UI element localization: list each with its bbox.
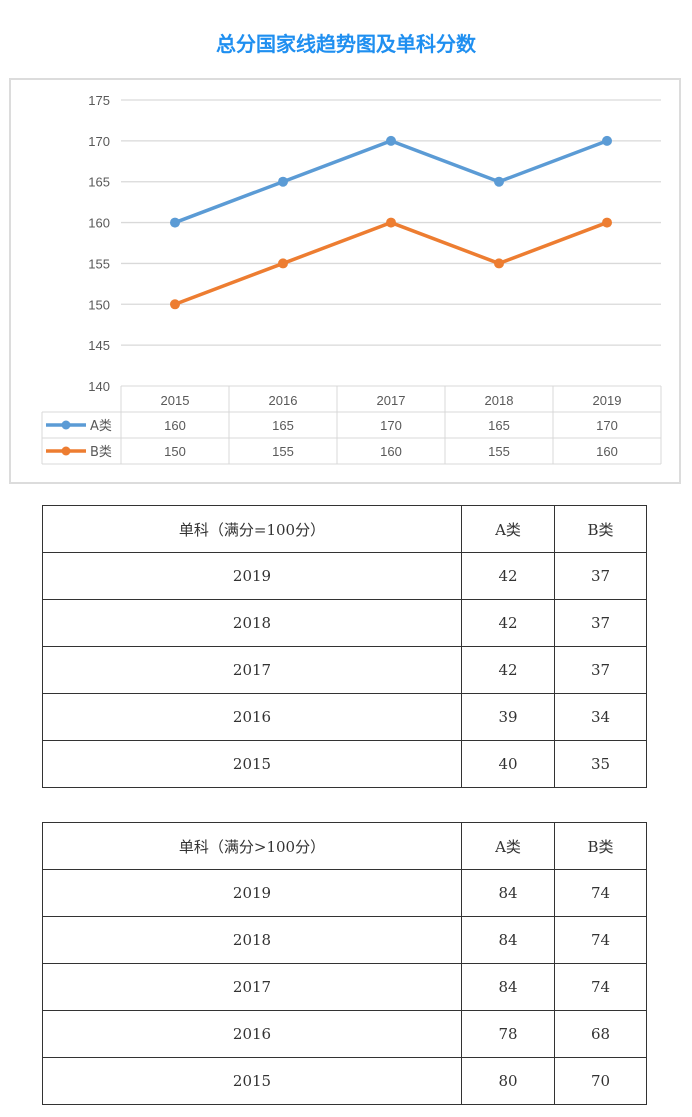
table-cell: 2017 (42, 963, 462, 1011)
data-table-value: 165 (488, 418, 510, 433)
table-row: 2017 42 37 (42, 646, 647, 694)
data-table-value: 165 (272, 418, 294, 433)
table-row: 2016 39 34 (42, 693, 647, 741)
table-cell: 37 (554, 646, 647, 694)
data-table-value: 155 (488, 444, 510, 459)
y-tick-label: 165 (88, 175, 110, 190)
data-table-value: 160 (596, 444, 618, 459)
data-point (278, 258, 288, 269)
table-cell: 42 (461, 646, 555, 694)
data-point (494, 258, 504, 269)
table-row: 2015 40 35 (42, 740, 647, 788)
column-header: 单科（满分>100分） (42, 822, 462, 870)
table-cell: 34 (554, 693, 647, 741)
table-row: 2016 78 68 (42, 1010, 647, 1058)
table-cell: 74 (554, 869, 647, 917)
table-cell: 40 (461, 740, 555, 788)
data-table-value: 170 (596, 418, 618, 433)
table-cell: 74 (554, 963, 647, 1011)
table-cell: 84 (461, 916, 555, 964)
legend-marker-icon (61, 420, 71, 430)
page-title: 总分国家线趋势图及单科分数 (216, 32, 476, 56)
y-tick-label: 150 (88, 297, 110, 312)
table-cell: 84 (461, 963, 555, 1011)
data-table-value: 170 (380, 418, 402, 433)
data-table-value: 150 (164, 444, 186, 459)
table-cell: 2016 (42, 1010, 462, 1058)
table-row: 2018 42 37 (42, 599, 647, 647)
x-tick-label: 2015 (161, 393, 190, 408)
table-cell: 78 (461, 1010, 555, 1058)
single-subject-table-over-100: 单科（满分>100分） A类 B类 2019 84 74 2018 84 74 2017 84 74 2… (42, 822, 647, 1105)
legend-label: A类 (90, 419, 112, 434)
single-subject-table-100: 单科（满分=100分） A类 B类 2019 42 37 2018 42 37 2017 42 37 2… (42, 505, 647, 788)
table-cell: 37 (554, 599, 647, 647)
column-header: 单科（满分=100分） (42, 505, 462, 553)
data-table-value: 160 (164, 418, 186, 433)
data-point (170, 299, 180, 310)
table-cell: 35 (554, 740, 647, 788)
table-row: 2019 42 37 (42, 552, 647, 600)
column-header: A类 (461, 822, 555, 870)
data-point (494, 176, 504, 187)
table-cell: 39 (461, 693, 555, 741)
table-row: 2017 84 74 (42, 963, 647, 1011)
x-tick-label: 2019 (593, 393, 622, 408)
table-cell: 2018 (42, 916, 462, 964)
y-tick-label: 175 (88, 93, 110, 108)
data-table-value: 160 (380, 444, 402, 459)
table-row: 2019 84 74 (42, 869, 647, 917)
column-header: B类 (554, 822, 647, 870)
table-cell: 42 (461, 552, 555, 600)
table-cell: 84 (461, 869, 555, 917)
data-point (386, 217, 396, 228)
table-cell: 42 (461, 599, 555, 647)
table-cell: 37 (554, 552, 647, 600)
header-row: 单科（满分>100分） A类 B类 (42, 822, 647, 870)
table-cell: 2017 (42, 646, 462, 694)
legend-marker-icon (61, 446, 71, 456)
data-point (386, 135, 396, 146)
column-header: B类 (554, 505, 647, 553)
table-row: 2015 80 70 (42, 1057, 647, 1105)
table-cell: 80 (461, 1057, 555, 1105)
table-cell: 2015 (42, 740, 462, 788)
table-cell: 70 (554, 1057, 647, 1105)
y-tick-label: 140 (88, 379, 110, 394)
data-point (170, 217, 180, 228)
table-cell: 2015 (42, 1057, 462, 1105)
column-header: A类 (461, 505, 555, 553)
chart-frame (9, 78, 681, 484)
header-row: 单科（满分=100分） A类 B类 (42, 505, 647, 553)
legend-label: B类 (90, 445, 112, 460)
line-chart: 140 145 150 155 160 165 170 175 2015 2016 2017 2018… (41, 93, 662, 465)
y-tick-label: 160 (88, 216, 110, 231)
table-cell: 2018 (42, 599, 462, 647)
table-row: 2018 84 74 (42, 916, 647, 964)
table-cell: 2019 (42, 869, 462, 917)
data-table-value: 155 (272, 444, 294, 459)
table-cell: 74 (554, 916, 647, 964)
table-cell: 68 (554, 1010, 647, 1058)
data-point (602, 135, 612, 146)
y-tick-label: 170 (88, 134, 110, 149)
y-tick-label: 155 (88, 256, 110, 271)
data-point (278, 176, 288, 187)
data-point (602, 217, 612, 228)
x-tick-label: 2017 (377, 393, 406, 408)
y-tick-label: 145 (88, 338, 110, 353)
table-cell: 2016 (42, 693, 462, 741)
x-tick-label: 2016 (269, 393, 298, 408)
x-tick-label: 2018 (485, 393, 514, 408)
table-cell: 2019 (42, 552, 462, 600)
